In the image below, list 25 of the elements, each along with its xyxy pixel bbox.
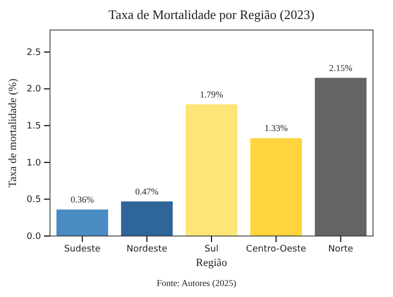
chart-title: Taxa de Mortalidade por Região (2023) (108, 7, 314, 22)
y-axis-title: Taxa de mortalidade (%) (7, 78, 19, 188)
x-tick-label: Sudeste (64, 244, 101, 254)
x-tick-label: Sul (204, 244, 218, 254)
y-tick-label: 0.0 (26, 232, 42, 242)
x-tick-label: Norte (328, 244, 354, 254)
bar (250, 138, 302, 236)
bar (56, 210, 108, 236)
data-label: 1.79% (200, 89, 224, 100)
data-label: 0.47% (135, 186, 160, 196)
y-tick-label: 1.5 (26, 122, 41, 132)
y-tick-label: 2.5 (26, 48, 41, 58)
data-label: 0.36% (70, 194, 94, 205)
x-axis-title: Região (196, 257, 228, 269)
data-label: 2.15% (329, 62, 353, 73)
y-tick-label: 1.0 (26, 158, 42, 168)
x-tick-label: Nordeste (126, 244, 168, 254)
y-tick-label: 2.0 (26, 84, 42, 95)
source-note: Fonte: Autores (2025) (156, 278, 236, 288)
bar (121, 201, 173, 236)
bar (314, 78, 367, 236)
bar (186, 104, 238, 236)
y-tick-label: 0.5 (26, 195, 41, 206)
data-label: 1.33% (264, 123, 288, 134)
x-tick-label: Centro-Oeste (246, 244, 307, 254)
